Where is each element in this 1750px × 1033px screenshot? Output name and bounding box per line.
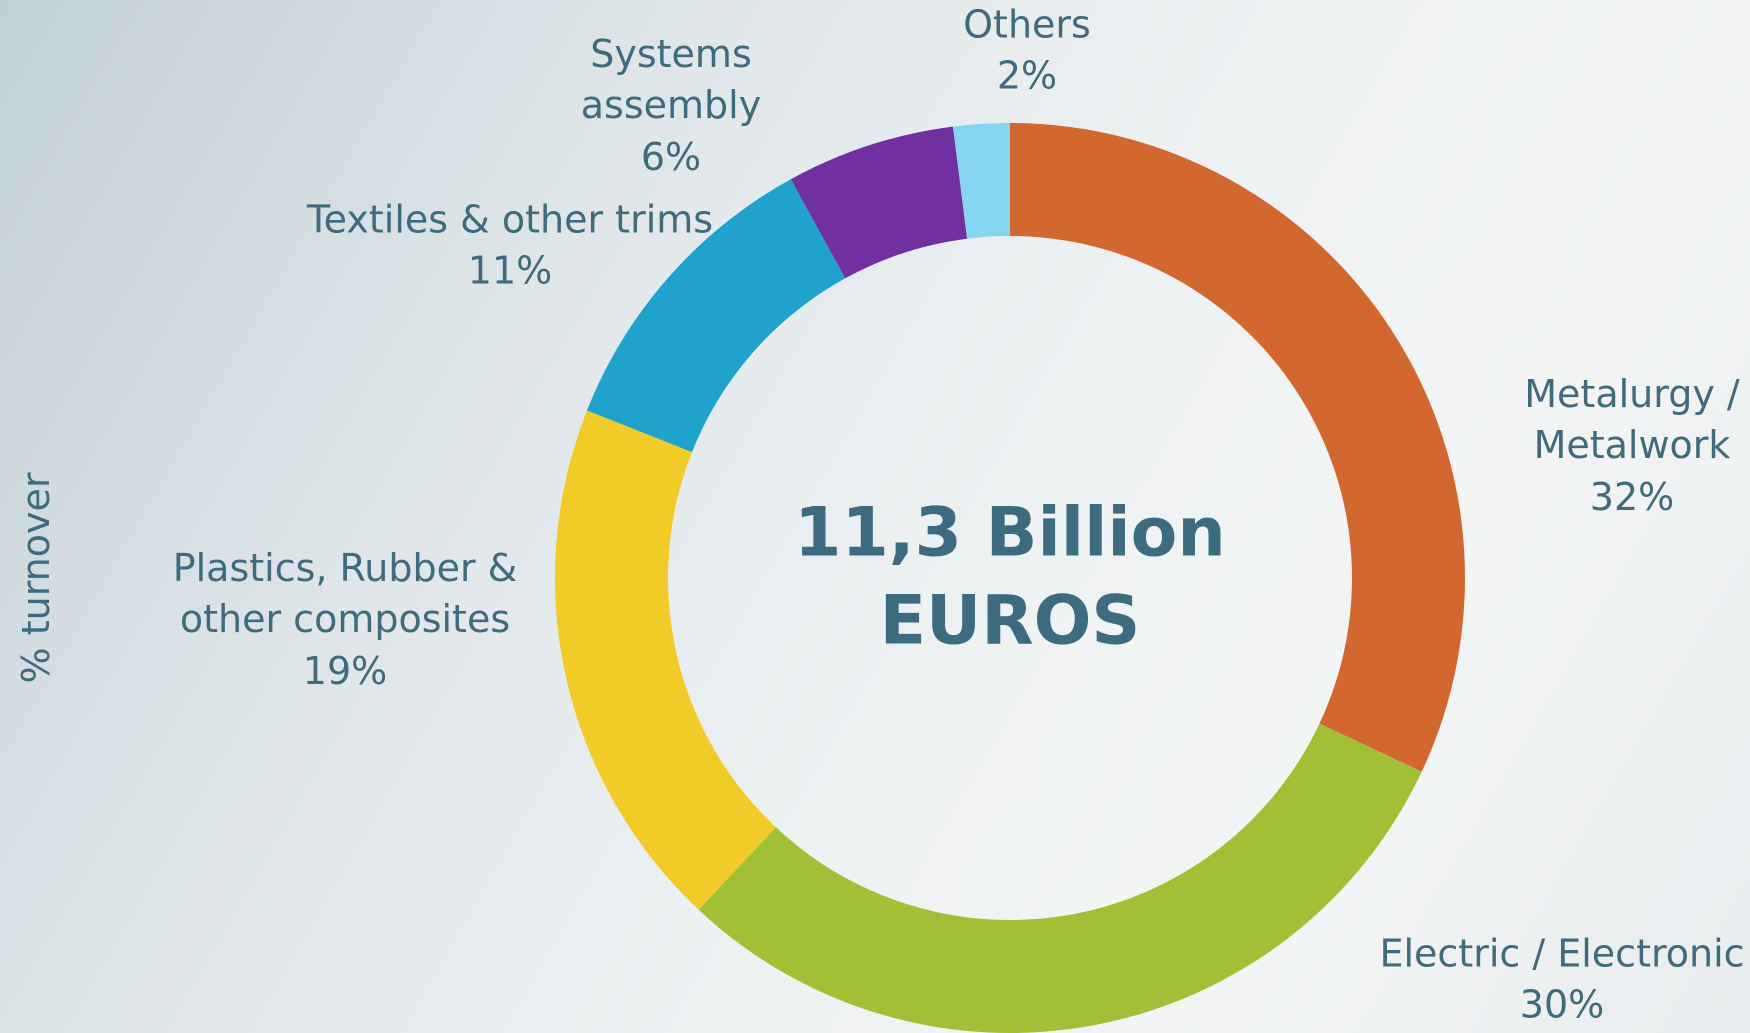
value-label: 19% [302, 648, 388, 693]
category-label: Electric / Electronic [1379, 931, 1745, 976]
segment-label: Electric / Electronic 30% [1379, 929, 1744, 1032]
category-label: Others [963, 2, 1091, 47]
segment-label: Plastics, Rubber & other composites 19% [165, 543, 525, 697]
category-label: Textiles & other trims [306, 197, 714, 242]
donut-segment [790, 126, 968, 279]
category-label: Plastics, Rubber & other composites [172, 546, 518, 642]
segment-label: Metalurgy / Metalwork 32% [1517, 369, 1747, 523]
segment-label: Textiles & other trims 11% [307, 195, 713, 298]
value-label: 6% [640, 134, 702, 179]
donut-segment [586, 179, 846, 453]
value-label: 32% [1589, 474, 1675, 519]
y-axis-label: % turnover [14, 472, 58, 684]
value-label: 11% [467, 249, 553, 293]
value-label: 2% [996, 54, 1058, 98]
center-label: 11,3 Billion EUROS [794, 493, 1226, 661]
category-label: Metalurgy / Metalwork [1524, 372, 1740, 468]
segment-label: Others 2% [963, 0, 1091, 102]
segment-label: Systems assembly 6% [576, 29, 766, 183]
donut-segment [1010, 123, 1465, 772]
donut-segment [952, 123, 1010, 239]
category-label: Systems assembly [580, 32, 762, 128]
value-label: 30% [1519, 983, 1605, 1027]
donut-segment [698, 723, 1422, 1033]
donut-segment [555, 410, 776, 910]
